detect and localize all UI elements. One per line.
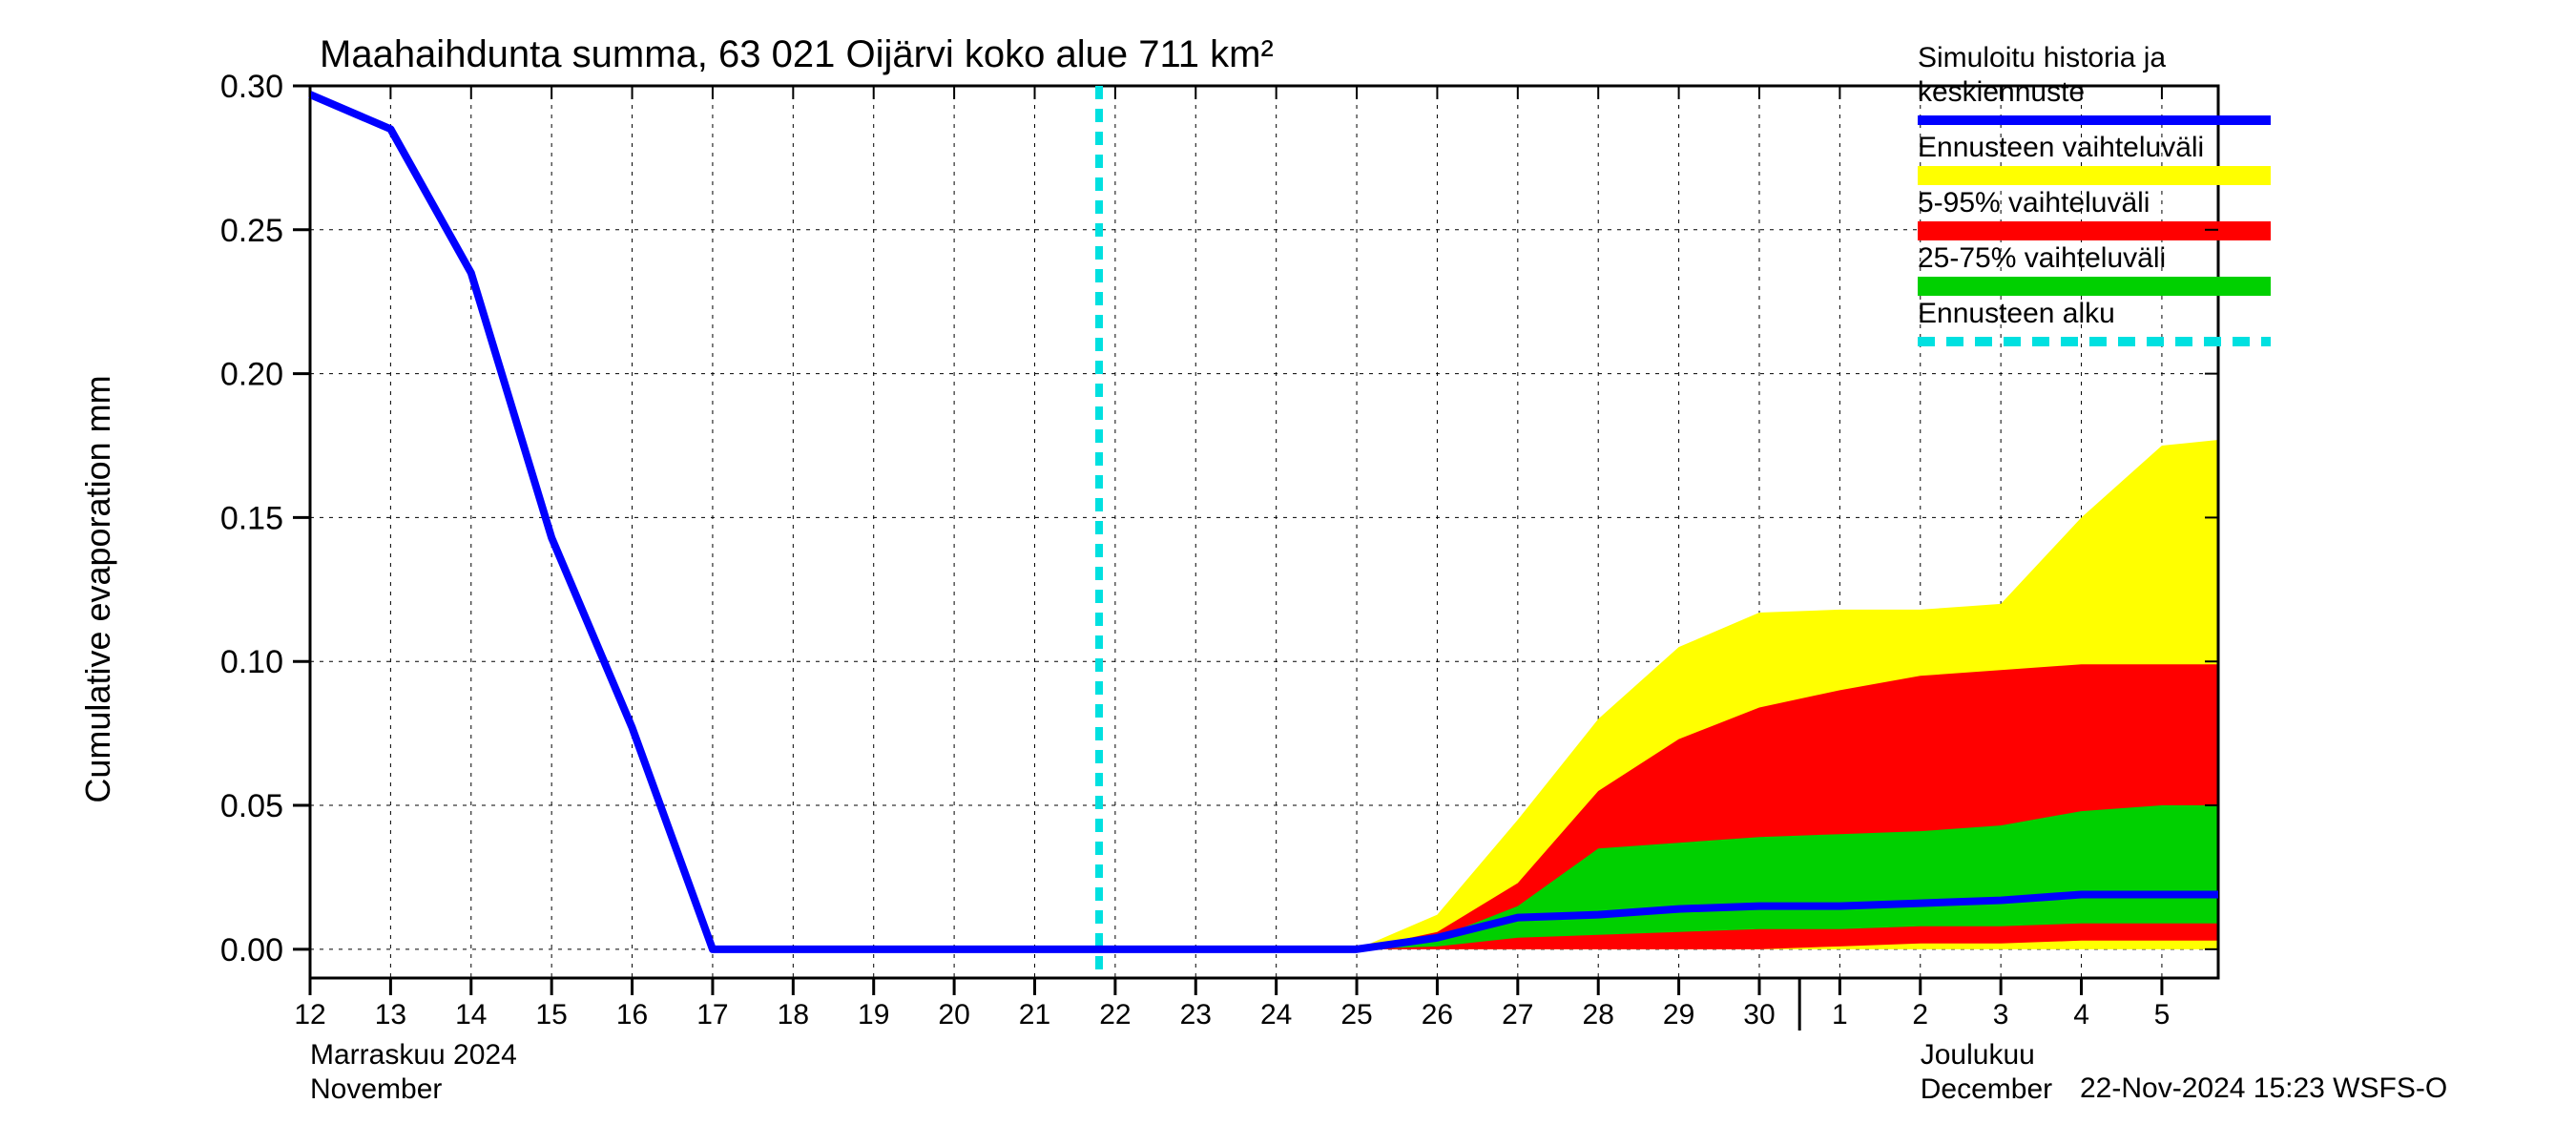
x-tick-label: 20 xyxy=(938,999,969,1030)
x-month-label: Marraskuu 2024 xyxy=(310,1039,517,1071)
legend-label: 5-95% vaihteluväli xyxy=(1918,187,2150,219)
chart-title: Maahaihdunta summa, 63 021 Oijärvi koko … xyxy=(320,33,1274,75)
evaporation-chart: 0.000.050.100.150.200.250.30121314151617… xyxy=(0,0,2576,1145)
x-tick-label: 4 xyxy=(2073,999,2089,1030)
x-tick-label: 27 xyxy=(1502,999,1533,1030)
x-tick-label: 26 xyxy=(1422,999,1453,1030)
legend-label: Ennusteen vaihteluväli xyxy=(1918,132,2204,163)
x-tick-label: 14 xyxy=(455,999,487,1030)
x-tick-label: 12 xyxy=(294,999,325,1030)
y-tick-label: 0.15 xyxy=(220,500,283,536)
x-month-label: Joulukuu xyxy=(1921,1039,2035,1071)
x-tick-label: 19 xyxy=(858,999,889,1030)
x-tick-label: 28 xyxy=(1583,999,1614,1030)
legend-swatch xyxy=(1918,277,2271,296)
y-tick-label: 0.30 xyxy=(220,69,283,105)
x-tick-label: 2 xyxy=(1912,999,1928,1030)
x-tick-label: 25 xyxy=(1340,999,1372,1030)
y-axis-label: Cumulative evaporation mm xyxy=(78,375,117,802)
x-tick-label: 1 xyxy=(1832,999,1848,1030)
y-tick-label: 0.10 xyxy=(220,644,283,680)
x-tick-label: 15 xyxy=(535,999,567,1030)
x-tick-label: 30 xyxy=(1743,999,1775,1030)
x-tick-label: 24 xyxy=(1260,999,1292,1030)
x-tick-label: 23 xyxy=(1180,999,1212,1030)
x-tick-label: 18 xyxy=(778,999,809,1030)
x-month-label: November xyxy=(310,1073,442,1105)
legend-swatch xyxy=(1918,166,2271,185)
x-tick-label: 3 xyxy=(1993,999,2009,1030)
x-tick-label: 13 xyxy=(375,999,406,1030)
footer-timestamp: 22-Nov-2024 15:23 WSFS-O xyxy=(2080,1072,2447,1104)
x-month-label: December xyxy=(1921,1073,2052,1105)
chart-container: 0.000.050.100.150.200.250.30121314151617… xyxy=(0,0,2576,1145)
x-tick-label: 17 xyxy=(696,999,728,1030)
legend-label: 25-75% vaihteluväli xyxy=(1918,242,2166,274)
y-tick-label: 0.25 xyxy=(220,213,283,249)
x-tick-label: 16 xyxy=(616,999,648,1030)
x-tick-label: 21 xyxy=(1019,999,1050,1030)
x-tick-label: 29 xyxy=(1663,999,1694,1030)
legend-swatch xyxy=(1918,221,2271,240)
legend-label: Simuloitu historia ja xyxy=(1918,42,2166,73)
y-tick-label: 0.00 xyxy=(220,932,283,968)
x-tick-label: 5 xyxy=(2154,999,2171,1030)
y-tick-label: 0.05 xyxy=(220,788,283,824)
x-tick-label: 22 xyxy=(1099,999,1131,1030)
y-tick-label: 0.20 xyxy=(220,357,283,393)
legend-label: Ennusteen alku xyxy=(1918,298,2115,329)
